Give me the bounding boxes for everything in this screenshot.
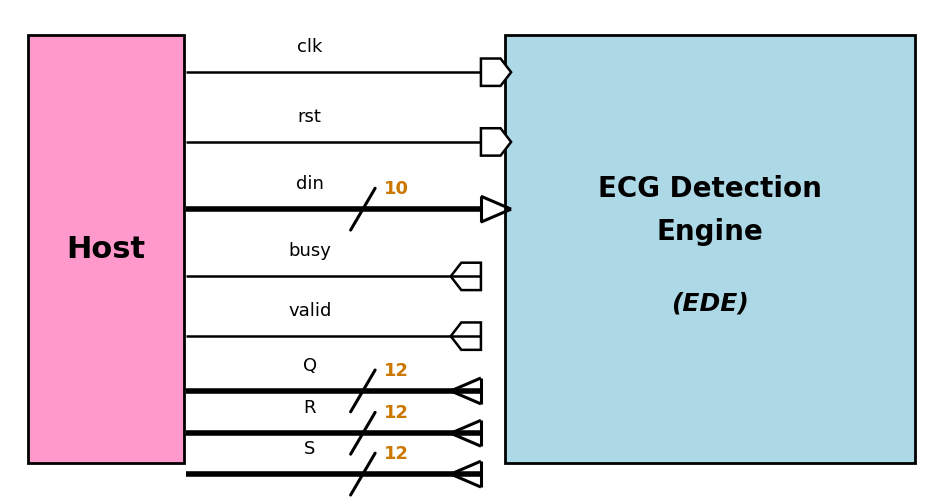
Text: 12: 12 [384, 404, 408, 422]
FancyBboxPatch shape [28, 35, 184, 463]
Text: R: R [304, 399, 316, 417]
Text: 10: 10 [384, 180, 408, 198]
Text: valid: valid [288, 302, 331, 320]
Polygon shape [481, 59, 511, 86]
Polygon shape [451, 263, 481, 290]
Text: (EDE): (EDE) [670, 292, 749, 316]
Polygon shape [451, 323, 481, 350]
Text: S: S [304, 440, 315, 458]
Text: busy: busy [289, 243, 331, 260]
Text: rst: rst [298, 108, 322, 126]
Text: 12: 12 [384, 362, 408, 380]
Text: din: din [296, 175, 323, 193]
Text: ECG Detection: ECG Detection [598, 175, 821, 203]
Polygon shape [481, 128, 511, 155]
FancyBboxPatch shape [505, 35, 915, 463]
Text: 12: 12 [384, 445, 408, 463]
Text: Engine: Engine [656, 218, 763, 246]
Text: Host: Host [67, 235, 145, 263]
Text: Q: Q [303, 357, 317, 375]
Text: clk: clk [297, 38, 323, 56]
